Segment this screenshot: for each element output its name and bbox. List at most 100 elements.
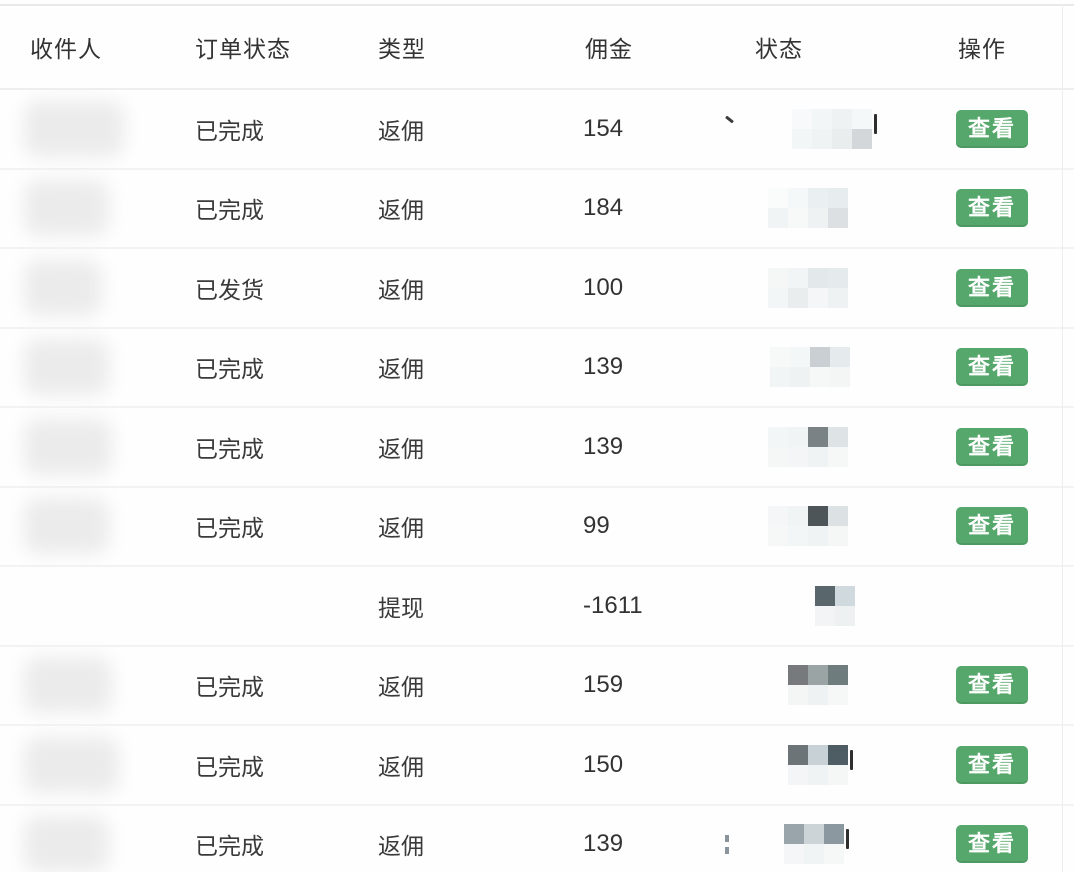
mosaic-tile — [808, 188, 828, 209]
status-redacted-mosaic — [768, 188, 848, 229]
type-cell: 返佣 — [378, 674, 424, 701]
table-row: 已完成 返佣 150 查看 — [0, 726, 1074, 806]
mosaic-tile — [788, 208, 808, 229]
commission-cell: 159 — [583, 671, 624, 699]
mosaic-tile — [828, 426, 848, 447]
commission-cell: 139 — [583, 432, 624, 460]
mosaic-tile — [784, 824, 804, 845]
mosaic-tile — [788, 267, 808, 288]
table-right-border — [1062, 4, 1063, 872]
order-status-cell: 已完成 — [195, 356, 264, 383]
mosaic-tile — [830, 347, 850, 368]
order-status-cell: 已完成 — [195, 515, 264, 542]
mosaic-tile — [830, 367, 850, 388]
mosaic-tile — [832, 128, 852, 149]
col-header-commission: 佣金 — [585, 36, 633, 62]
type-cell: 返佣 — [378, 435, 424, 462]
mosaic-tile — [768, 267, 788, 288]
col-header-status: 状态 — [755, 36, 803, 62]
mosaic-tile — [788, 665, 808, 686]
table-row: 已完成 返佣 99 查看 — [0, 488, 1074, 567]
recipient-cell — [0, 90, 165, 168]
view-button[interactable]: 查看 — [956, 268, 1028, 307]
view-button[interactable]: 查看 — [956, 189, 1028, 228]
recipient-redacted-blur — [24, 657, 112, 714]
status-cell — [725, 726, 928, 804]
table-row: 已完成 返佣 159 查看 — [0, 647, 1074, 726]
view-button[interactable]: 查看 — [956, 666, 1028, 705]
recipient-redacted-blur — [24, 339, 109, 396]
mosaic-tile — [828, 526, 848, 547]
mosaic-tile — [812, 128, 832, 149]
mosaic-tile — [768, 188, 788, 209]
recipient-cell — [0, 726, 165, 804]
action-cell: 查看 — [928, 90, 1074, 168]
action-cell: 查看 — [928, 488, 1074, 566]
type-cell: 返佣 — [378, 515, 424, 542]
mosaic-tile — [768, 446, 788, 467]
view-button[interactable]: 查看 — [956, 348, 1028, 387]
mosaic-tile — [835, 585, 855, 606]
mosaic-tile — [852, 128, 872, 149]
status-mark-right — [846, 829, 849, 850]
status-cell — [725, 329, 928, 407]
mosaic-tile — [768, 208, 788, 229]
status-cell — [725, 170, 928, 248]
order-status-cell — [165, 567, 348, 645]
commission-cell: 139 — [583, 353, 624, 381]
table-row: 已完成 返佣 184 查看 — [0, 170, 1074, 249]
commission-cell: 154 — [583, 114, 624, 142]
mosaic-tile — [788, 506, 808, 527]
recipient-cell — [0, 567, 165, 645]
status-cell — [725, 806, 928, 872]
order-status-cell: 已完成 — [195, 753, 264, 780]
mosaic-tile — [815, 605, 835, 626]
mosaic-tile — [788, 744, 808, 765]
commission-cell: 139 — [583, 830, 624, 858]
mosaic-tile — [804, 844, 824, 865]
action-cell: 查看 — [928, 806, 1074, 872]
recipient-redacted-blur — [24, 816, 109, 872]
mosaic-tile — [788, 287, 808, 308]
action-cell: 查看 — [928, 329, 1074, 407]
mosaic-tile — [808, 287, 828, 308]
mosaic-tile — [824, 844, 844, 865]
commission-cell: 100 — [583, 273, 624, 301]
order-status-cell: 已完成 — [195, 674, 264, 701]
col-header-recipient: 收件人 — [30, 36, 102, 62]
view-button[interactable]: 查看 — [956, 745, 1028, 784]
recipient-cell — [0, 408, 165, 486]
mosaic-tile — [835, 605, 855, 626]
recipient-redacted-blur — [24, 418, 112, 475]
status-redacted-mosaic — [768, 506, 848, 547]
status-cell — [725, 567, 928, 645]
view-button[interactable]: 查看 — [956, 825, 1028, 864]
recipient-redacted-blur — [24, 180, 109, 237]
mosaic-tile — [788, 188, 808, 209]
view-button[interactable]: 查看 — [956, 507, 1028, 546]
status-cell — [725, 488, 928, 566]
status-redacted-mosaic — [768, 426, 848, 467]
type-cell: 返佣 — [378, 197, 424, 224]
status-cell — [725, 90, 928, 168]
view-button[interactable]: 查看 — [956, 109, 1028, 148]
mosaic-tile — [828, 446, 848, 467]
mosaic-tile — [828, 188, 848, 209]
view-button[interactable]: 查看 — [956, 427, 1028, 466]
order-status-cell: 已完成 — [195, 833, 264, 860]
mosaic-tile — [808, 426, 828, 447]
mosaic-tile — [808, 267, 828, 288]
mosaic-tile — [810, 367, 830, 388]
mosaic-tile — [815, 585, 835, 606]
mosaic-tile — [768, 287, 788, 308]
mosaic-tile — [808, 665, 828, 686]
mosaic-tile — [790, 367, 810, 388]
mosaic-tile — [808, 764, 828, 785]
type-cell: 提现 — [378, 594, 424, 621]
recipient-cell — [0, 170, 165, 248]
mosaic-tile — [788, 426, 808, 447]
type-cell: 返佣 — [378, 753, 424, 780]
mosaic-tile — [828, 506, 848, 527]
type-cell: 返佣 — [378, 117, 424, 144]
